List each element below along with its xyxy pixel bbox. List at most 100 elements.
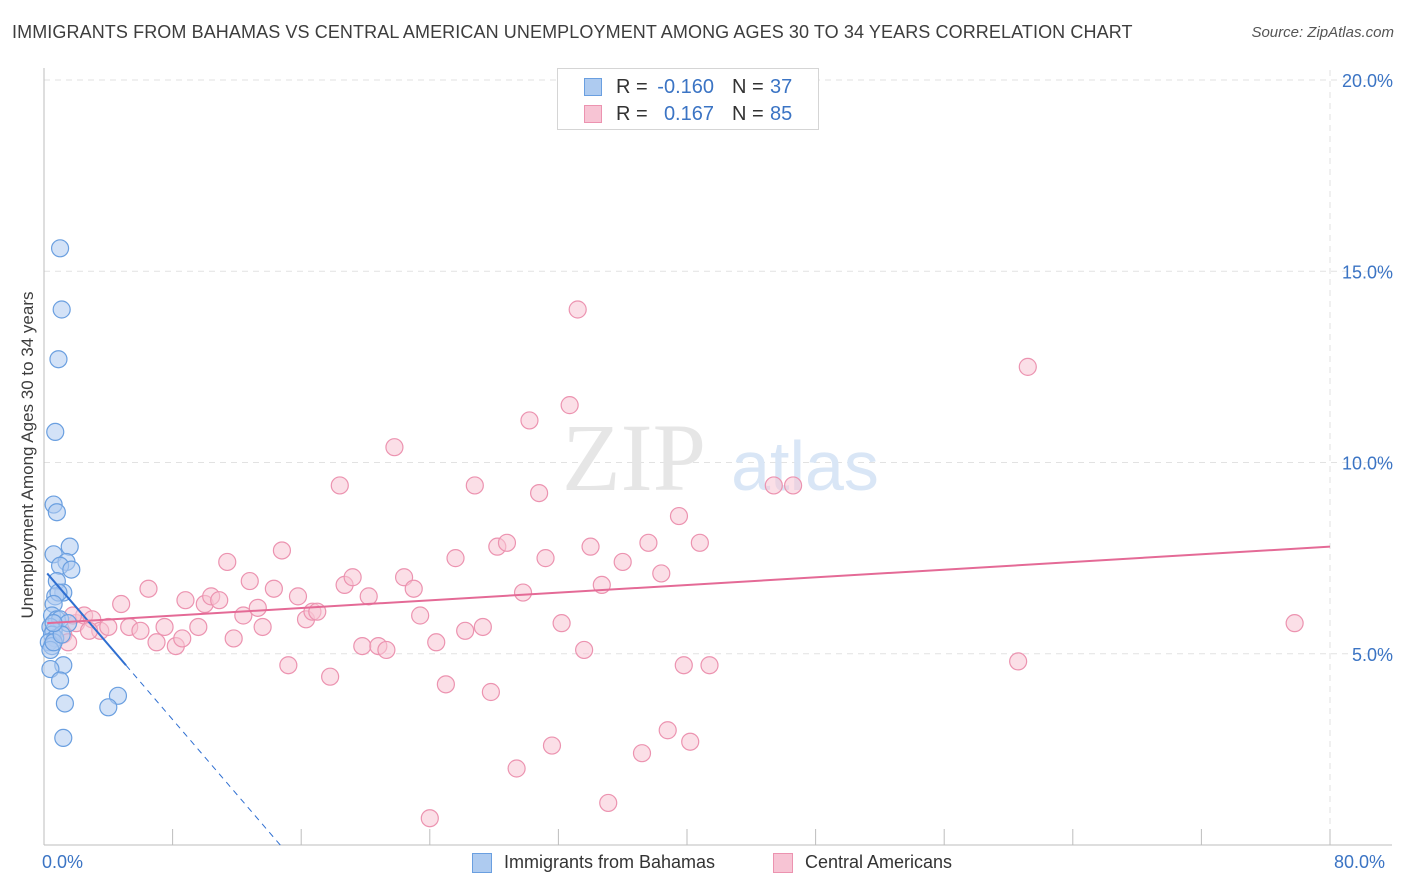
data-point-central-americans [420, 809, 439, 828]
data-point-central-americans [427, 633, 446, 652]
data-point-central-americans [473, 617, 492, 637]
bahamas-points [39, 239, 128, 748]
y-tick-label: 15.0% [1342, 262, 1393, 282]
data-point-central-americans [176, 591, 195, 610]
data-point-central-americans [568, 300, 587, 319]
data-point-central-americans [377, 640, 396, 660]
y-tick-label: 20.0% [1342, 71, 1393, 91]
data-point-central-americans [456, 621, 475, 640]
data-point-central-americans [690, 533, 709, 552]
axis-layer [43, 68, 1392, 846]
data-point-bahamas [55, 694, 74, 713]
chart-title: IMMIGRANTS FROM BAHAMAS VS CENTRAL AMERI… [12, 22, 1133, 42]
data-point-central-americans [173, 629, 192, 648]
legend-swatch-pink [773, 853, 793, 873]
legend-swatch-blue [584, 78, 602, 96]
data-point-central-americans [639, 533, 658, 552]
trend-line-central-americans [47, 545, 1331, 625]
data-point-bahamas [46, 422, 65, 441]
source-credit: Source: ZipAtlas.com [1251, 24, 1394, 41]
n-label: N = [732, 103, 764, 125]
data-point-central-americans [497, 533, 517, 552]
n-value: 37 [770, 76, 793, 98]
data-point-bahamas [60, 537, 79, 556]
data-point-central-americans [652, 564, 671, 583]
data-point-central-americans [674, 656, 693, 675]
data-point-central-americans [411, 606, 430, 625]
data-point-central-americans [139, 579, 158, 598]
data-point-central-americans [764, 476, 783, 495]
data-point-central-americans [279, 656, 298, 675]
data-point-bahamas [99, 698, 118, 717]
data-point-central-americans [385, 438, 404, 457]
data-point-central-americans [1285, 614, 1304, 633]
data-point-central-americans [560, 396, 579, 415]
data-point-central-americans [99, 617, 118, 637]
watermark-atlas: atlas [731, 427, 879, 505]
trend-line-bahamas-extension [125, 664, 283, 848]
grid-layer [44, 70, 1392, 845]
data-point-central-americans [272, 541, 292, 560]
data-point-central-americans [253, 617, 272, 637]
data-point-central-americans [700, 656, 719, 675]
data-point-bahamas [50, 239, 70, 258]
data-point-central-americans [321, 667, 340, 686]
data-point-central-americans [240, 571, 259, 591]
data-point-central-americans [343, 568, 362, 587]
r-label: R = [616, 103, 648, 125]
trend-lines [46, 545, 1331, 848]
y-tick-label: 5.0% [1352, 645, 1393, 665]
data-point-central-americans [520, 411, 539, 430]
legend-swatch-blue [472, 853, 492, 873]
data-point-central-americans [112, 594, 131, 614]
r-label: R = [616, 76, 648, 98]
data-point-central-americans [1009, 652, 1028, 671]
data-point-central-americans [446, 549, 465, 568]
data-point-central-americans [542, 736, 562, 755]
y-tick-label: 10.0% [1342, 454, 1393, 474]
data-point-central-americans [131, 621, 150, 640]
data-point-central-americans [147, 633, 166, 652]
data-point-central-americans [330, 476, 349, 495]
data-point-central-americans [481, 682, 500, 702]
data-point-central-americans [353, 636, 372, 656]
trend-line-bahamas [46, 572, 127, 666]
data-point-central-americans [189, 617, 208, 637]
data-point-central-americans [218, 552, 237, 572]
data-point-bahamas [47, 503, 66, 522]
r-value: 0.167 [663, 103, 714, 125]
data-point-central-americans [530, 484, 549, 503]
data-point-central-americans [632, 744, 652, 763]
data-point-central-americans [264, 579, 283, 598]
data-point-central-americans [210, 591, 229, 610]
correlation-legend: R = -0.160 N = 37 R = 0.167 N = 85 [557, 68, 819, 130]
data-point-central-americans [224, 629, 243, 648]
data-point-central-americans [613, 552, 632, 572]
watermark-zip: ZIP [562, 404, 706, 511]
data-point-central-americans [669, 506, 689, 526]
data-point-bahamas [50, 671, 70, 690]
data-point-bahamas [62, 560, 81, 579]
data-point-central-americans [465, 476, 484, 495]
data-point-central-americans [248, 598, 267, 617]
r-value: -0.160 [657, 76, 714, 98]
central-americans-points [54, 300, 1304, 828]
data-point-central-americans [155, 617, 174, 637]
data-point-bahamas [49, 350, 68, 369]
n-value: 85 [770, 103, 793, 125]
data-point-central-americans [1018, 357, 1037, 376]
data-point-central-americans [681, 732, 700, 751]
data-point-central-americans [359, 587, 378, 606]
data-point-central-americans [783, 476, 803, 495]
x-tick-max: 80.0% [1334, 852, 1386, 872]
n-label: N = [732, 76, 764, 98]
legend-label: Central Americans [805, 852, 953, 872]
y-tick-labels: 5.0% 10.0% 15.0% 20.0% [1342, 71, 1393, 665]
data-point-central-americans [658, 721, 677, 740]
data-point-central-americans [288, 587, 308, 606]
data-point-central-americans [404, 579, 423, 598]
data-point-central-americans [552, 614, 571, 633]
x-tick-min: 0.0% [42, 852, 84, 872]
data-point-central-americans [436, 675, 455, 694]
